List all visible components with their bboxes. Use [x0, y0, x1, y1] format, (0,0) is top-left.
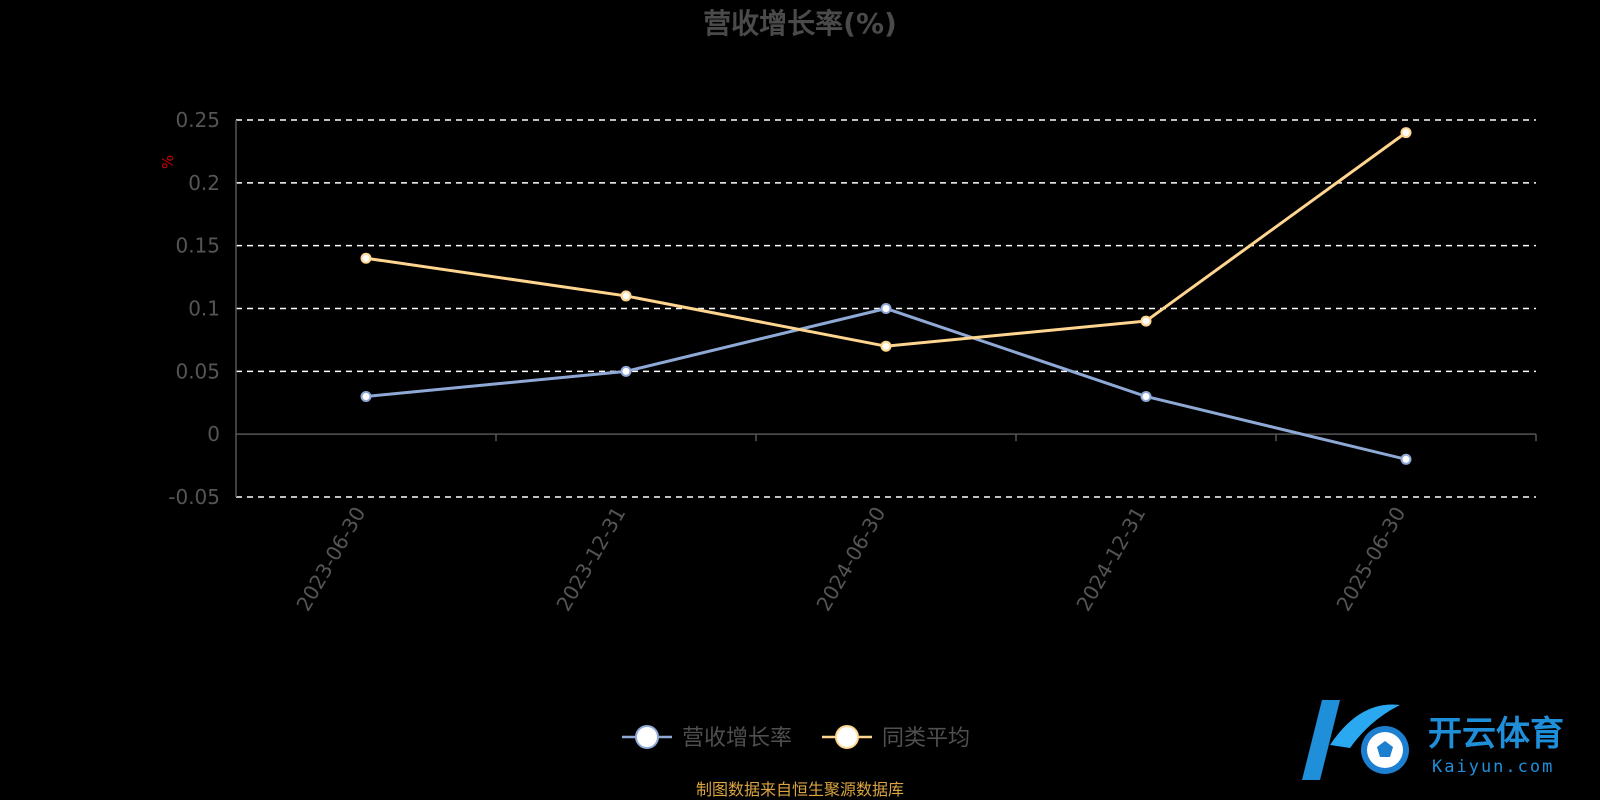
legend-label-revenue: 营收增长率	[682, 726, 792, 751]
legend-swatch-marker-revenue	[635, 725, 659, 749]
data-point-peer-average[interactable]	[880, 340, 892, 352]
data-point-revenue[interactable]	[1140, 390, 1152, 402]
y-tick-label: 0	[207, 422, 220, 446]
y-tick-label: -0.05	[168, 485, 220, 509]
data-point-revenue[interactable]	[1400, 453, 1412, 465]
brand-name-en: Kaiyun.com	[1432, 757, 1554, 777]
x-tick-label: 2024-12-31	[1071, 503, 1150, 616]
brand-name-cn: 开云体育	[1428, 714, 1564, 754]
series-line-peer-average	[365, 131, 1407, 348]
y-tick-label: 0.15	[175, 234, 220, 258]
data-point-revenue[interactable]	[360, 390, 372, 402]
series-lines	[360, 127, 1412, 465]
y-tick-label: 0.25	[175, 108, 220, 132]
legend: 营收增长率 同类平均	[622, 725, 970, 751]
legend-swatch-marker-peer	[835, 725, 859, 749]
x-tick-label: 2025-06-30	[1331, 503, 1410, 616]
y-tick-label: 0.2	[188, 171, 220, 195]
chart-title: 营收增长率(%)	[703, 7, 897, 40]
data-point-revenue[interactable]	[620, 365, 632, 377]
data-point-peer-average[interactable]	[1400, 127, 1412, 139]
brand-watermark: 开云体育 Kaiyun.com	[1302, 700, 1564, 780]
y-tick-labels: 0.25 0.2 0.15 0.1 0.05 0 -0.05	[168, 108, 220, 509]
x-tick-label: 2023-06-30	[291, 503, 370, 616]
y-tick-label: 0.05	[175, 359, 220, 383]
data-point-peer-average[interactable]	[360, 252, 372, 264]
legend-label-peer: 同类平均	[882, 726, 970, 751]
data-source-note: 制图数据来自恒生聚源数据库	[696, 780, 904, 799]
x-tick-label: 2024-06-30	[811, 503, 890, 616]
axes	[235, 120, 1537, 497]
legend-item-revenue[interactable]: 营收增长率	[622, 725, 792, 751]
legend-item-peer-average[interactable]: 同类平均	[822, 725, 970, 751]
data-point-revenue[interactable]	[880, 303, 892, 314]
data-point-peer-average[interactable]	[1140, 315, 1152, 327]
brand-logo-icon	[1302, 700, 1409, 780]
y-tick-label: 0.1	[188, 297, 220, 321]
series-line-revenue	[365, 307, 1407, 461]
y-axis-unit: %	[159, 155, 177, 169]
x-tick-labels: 2023-06-30 2023-12-31 2024-06-30 2024-12-31…	[291, 503, 1410, 616]
data-point-peer-average[interactable]	[620, 290, 632, 302]
x-tick-label: 2023-12-31	[551, 503, 630, 616]
